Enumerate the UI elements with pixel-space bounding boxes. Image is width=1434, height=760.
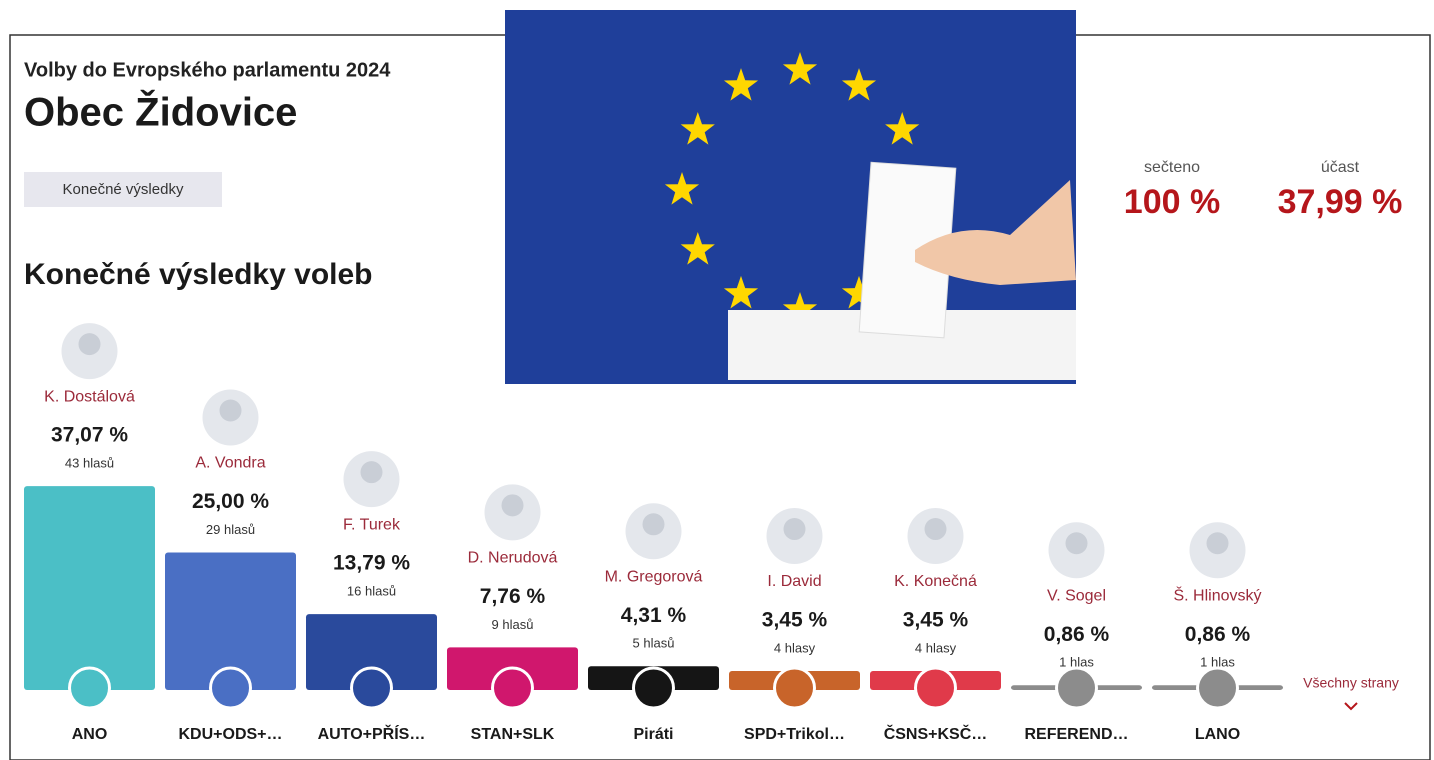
votes: 1 hlas <box>1200 655 1235 670</box>
party-logo <box>209 666 252 710</box>
photo-head <box>924 518 947 541</box>
chevron[interactable] <box>1344 702 1358 711</box>
votes: 43 hlasů <box>65 456 114 471</box>
votes: 1 hlas <box>1059 655 1094 670</box>
candidate: M. Gregorová <box>605 569 703 586</box>
election-name: Volby do Evropského parlamentu 2024 <box>24 59 391 81</box>
photo-head <box>783 518 806 541</box>
star <box>723 275 759 309</box>
stat-value: 37,99 % <box>1278 183 1403 221</box>
candidate: K. Dostálová <box>44 388 135 405</box>
bar <box>306 614 437 690</box>
star <box>841 68 877 101</box>
party-logo <box>914 666 957 710</box>
votes: 5 hlasů <box>633 636 675 651</box>
badge-text: Konečné výsledky <box>63 181 184 198</box>
party-name: KDU+ODS+… <box>178 726 282 743</box>
party-name: ANO <box>72 726 108 743</box>
votes: 4 hlasy <box>774 640 816 655</box>
candidate: A. Vondra <box>195 455 265 472</box>
star <box>664 172 700 205</box>
party-logo <box>773 666 816 710</box>
party-name: REFEREND… <box>1024 726 1128 743</box>
star <box>841 275 877 309</box>
page-title: Obec Židovice <box>24 89 297 135</box>
candidate: K. Konečná <box>894 573 977 590</box>
percent: 25,00 % <box>192 490 269 513</box>
candidate: D. Nerudová <box>468 550 558 567</box>
party-name: ČSNS+KSČ… <box>884 724 988 743</box>
star <box>680 232 715 265</box>
percent: 3,45 % <box>903 609 969 632</box>
party-name: Piráti <box>633 726 673 743</box>
photo-head <box>219 399 242 422</box>
party-name: STAN+SLK <box>471 726 555 743</box>
percent: 0,86 % <box>1044 623 1110 646</box>
photo-head <box>1065 532 1088 555</box>
chart-title: Konečné výsledky voleb <box>24 258 373 291</box>
bar <box>165 552 296 690</box>
photo-head <box>501 494 524 517</box>
star <box>782 292 818 325</box>
all-parties-link[interactable]: Všechny strany <box>1303 675 1399 691</box>
party-logo <box>632 666 675 710</box>
stat-label: sečteno <box>1144 159 1200 176</box>
party-name: AUTO+PŘÍS… <box>318 724 426 743</box>
percent: 7,76 % <box>480 585 546 608</box>
photo-head <box>78 333 101 356</box>
party-name: SPD+Trikol… <box>744 726 845 743</box>
photo-head <box>642 513 665 536</box>
star <box>723 68 759 101</box>
percent: 3,45 % <box>762 609 828 632</box>
percent: 0,86 % <box>1185 623 1251 646</box>
candidate: I. David <box>767 573 821 590</box>
votes: 16 hlasů <box>347 584 396 599</box>
percent: 4,31 % <box>621 604 687 627</box>
party-logo <box>68 666 111 710</box>
votes: 29 hlasů <box>206 522 255 537</box>
candidate: V. Sogel <box>1047 587 1106 604</box>
star <box>885 112 920 145</box>
party-name: LANO <box>1195 726 1240 743</box>
hand <box>915 180 1076 285</box>
stat-value: 100 % <box>1124 183 1220 221</box>
votes: 9 hlasů <box>492 617 534 632</box>
badge <box>24 172 222 207</box>
votes: 4 hlasy <box>915 640 957 655</box>
party-logo <box>350 666 393 710</box>
party-logo <box>1055 666 1098 710</box>
candidate: Š. Hlinovský <box>1173 585 1261 604</box>
percent: 13,79 % <box>333 552 410 575</box>
candidate: F. Turek <box>343 516 401 533</box>
stat-label: účast <box>1321 159 1360 176</box>
star <box>782 52 818 85</box>
star <box>680 112 715 145</box>
party-logo <box>491 666 534 710</box>
party-logo <box>1196 666 1239 710</box>
bar <box>24 486 155 690</box>
photo-head <box>1206 532 1229 555</box>
eu-image <box>505 10 1076 384</box>
photo-head <box>360 461 383 484</box>
percent: 37,07 % <box>51 424 128 447</box>
